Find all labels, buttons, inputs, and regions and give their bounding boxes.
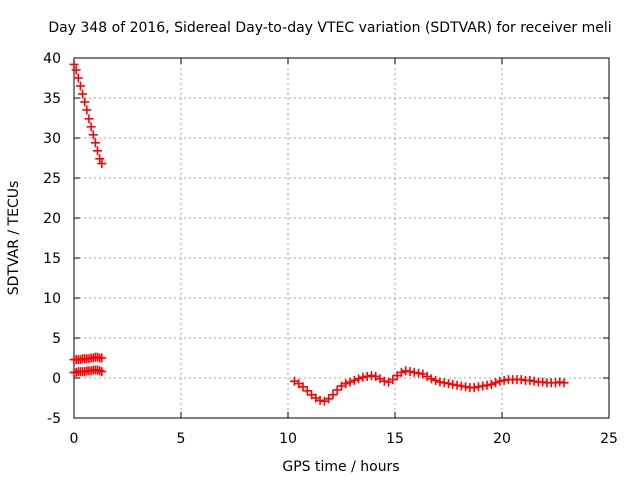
axis-ticks: 0 5 10 15 20 25 -5 0 5 10 15 20 25 30 35 40 xyxy=(43,51,618,447)
plot-frame xyxy=(73,57,610,419)
y-tick-label: 25 xyxy=(43,171,61,187)
data-point xyxy=(80,97,90,107)
data-point xyxy=(354,374,364,384)
data-point xyxy=(302,386,312,396)
y-tick-label: 0 xyxy=(52,371,61,387)
y-tick-label: 40 xyxy=(43,51,61,67)
data-point xyxy=(469,383,479,393)
data-point xyxy=(71,65,81,75)
data-point xyxy=(95,366,105,376)
y-axis-label: SDTVAR / TECUs xyxy=(6,181,22,296)
x-tick-label: 10 xyxy=(279,431,297,447)
x-axis-label: GPS time / hours xyxy=(282,459,399,475)
y-tick-label: 10 xyxy=(43,291,61,307)
data-point xyxy=(93,146,103,156)
grid xyxy=(74,58,609,418)
data-point xyxy=(461,382,471,392)
data-point xyxy=(75,355,85,365)
y-tick-label: -5 xyxy=(47,411,61,427)
data-point xyxy=(332,385,342,395)
data-point xyxy=(97,353,107,363)
x-tick-label: 25 xyxy=(600,431,618,447)
data-point xyxy=(341,379,351,389)
data-point xyxy=(345,377,355,387)
y-tick-label: 35 xyxy=(43,91,61,107)
data-point xyxy=(328,390,338,400)
data-point xyxy=(315,395,325,405)
data-point xyxy=(448,379,458,389)
data-point xyxy=(90,138,100,148)
data-point xyxy=(439,378,449,388)
data-point xyxy=(396,367,406,377)
y-tick-label: 15 xyxy=(43,251,61,267)
data-point xyxy=(97,367,107,377)
data-point xyxy=(88,130,98,140)
x-tick-label: 20 xyxy=(493,431,511,447)
data-point xyxy=(358,372,368,382)
data-point xyxy=(84,114,94,124)
data-point xyxy=(409,367,419,377)
data-point xyxy=(97,159,107,169)
data-point xyxy=(495,376,505,386)
data-point xyxy=(82,105,92,115)
data-point xyxy=(482,380,492,390)
x-tick-label: 15 xyxy=(386,431,404,447)
y-tick-label: 30 xyxy=(43,131,61,147)
y-tick-label: 20 xyxy=(43,211,61,227)
data-point xyxy=(491,378,501,388)
data-point xyxy=(80,367,90,377)
data-point xyxy=(349,375,359,385)
y-tick-label: 5 xyxy=(52,331,61,347)
chart-title: Day 348 of 2016, Sidereal Day-to-day VTE… xyxy=(48,20,611,36)
x-tick-label: 5 xyxy=(177,431,186,447)
data-point xyxy=(401,366,411,376)
data-point xyxy=(431,375,441,385)
data-point xyxy=(95,154,105,164)
data-points xyxy=(69,59,569,406)
data-point xyxy=(324,394,334,404)
data-point xyxy=(525,375,535,385)
data-point xyxy=(559,378,569,388)
data-point xyxy=(86,122,96,132)
data-point xyxy=(426,374,436,384)
data-point xyxy=(388,375,398,385)
x-tick-label: 0 xyxy=(70,431,79,447)
data-point xyxy=(75,81,85,91)
data-point xyxy=(78,89,88,99)
data-point xyxy=(298,382,308,392)
data-point xyxy=(69,59,79,69)
data-point xyxy=(73,73,83,83)
data-point xyxy=(486,379,496,389)
